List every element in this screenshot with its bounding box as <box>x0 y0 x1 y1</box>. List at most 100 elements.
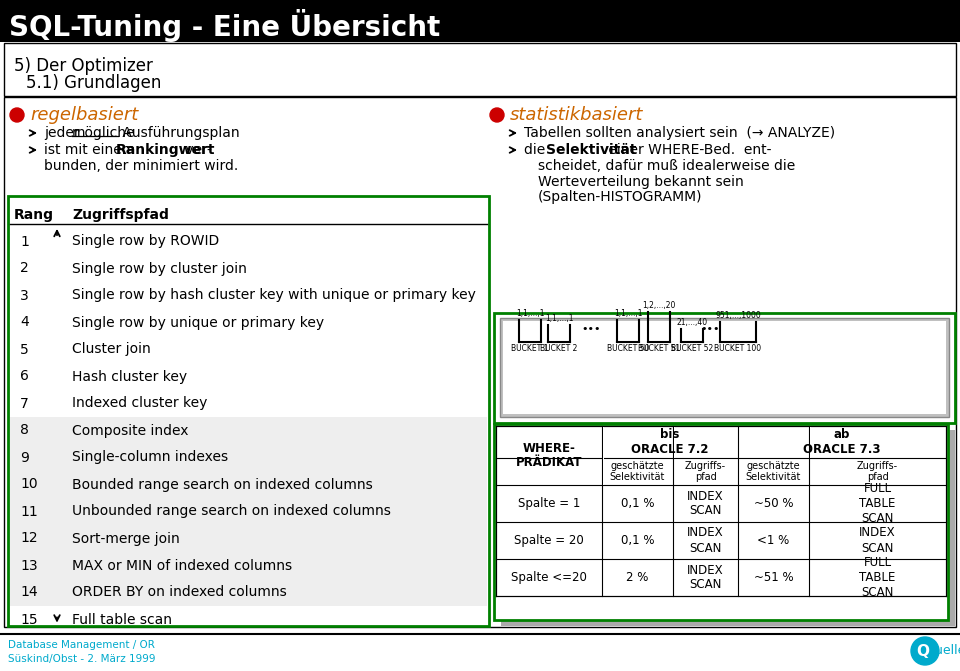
Text: 6: 6 <box>20 370 29 384</box>
Text: regelbasiert: regelbasiert <box>30 106 138 124</box>
Text: Rang: Rang <box>14 208 54 222</box>
Text: geschätzte
Selektivität: geschätzte Selektivität <box>746 461 802 482</box>
Text: 7: 7 <box>20 397 29 411</box>
Text: ORDER BY on indexed columns: ORDER BY on indexed columns <box>72 586 287 599</box>
Bar <box>809 427 810 458</box>
Text: Spalte = 1: Spalte = 1 <box>517 497 580 510</box>
Text: ~51 %: ~51 % <box>754 571 793 584</box>
Text: 12: 12 <box>20 531 37 546</box>
Text: 1,1,...,1: 1,1,...,1 <box>613 309 642 318</box>
Text: Werteverteilung bekannt sein: Werteverteilung bekannt sein <box>538 175 744 189</box>
Text: BUCKET 52: BUCKET 52 <box>671 344 713 353</box>
Text: geschätzte
Selektivität: geschätzte Selektivität <box>610 461 665 482</box>
Text: Full table scan: Full table scan <box>72 613 172 627</box>
Text: 8: 8 <box>20 423 29 437</box>
Text: 14: 14 <box>20 586 37 599</box>
Text: Single row by cluster join: Single row by cluster join <box>72 262 247 276</box>
Bar <box>494 313 955 423</box>
Text: Single row by hash cluster key with unique or primary key: Single row by hash cluster key with uniq… <box>72 289 476 303</box>
Text: 0,1 %: 0,1 % <box>621 534 655 547</box>
Bar <box>4 43 956 96</box>
Text: ver-: ver- <box>181 143 212 157</box>
Text: Ausführungsplan: Ausführungsplan <box>118 126 240 140</box>
Text: Zugriffspfad: Zugriffspfad <box>72 208 169 222</box>
Text: BUCKET 50: BUCKET 50 <box>607 344 649 353</box>
Text: Indexed cluster key: Indexed cluster key <box>72 397 207 411</box>
Bar <box>10 579 487 606</box>
Text: SQL-Tuning - Eine Übersicht: SQL-Tuning - Eine Übersicht <box>9 9 441 42</box>
Text: •••: ••• <box>700 324 720 334</box>
Text: FULL
TABLE
SCAN: FULL TABLE SCAN <box>859 556 896 599</box>
Text: 5) Der Optimizer: 5) Der Optimizer <box>14 57 153 75</box>
Bar <box>501 430 955 626</box>
Text: FULL
TABLE
SCAN: FULL TABLE SCAN <box>859 482 896 525</box>
Text: Tabellen sollten analysiert sein  (→ ANALYZE): Tabellen sollten analysiert sein (→ ANAL… <box>524 126 835 140</box>
Text: 2: 2 <box>20 262 29 276</box>
Text: 13: 13 <box>20 558 37 572</box>
Text: •••: ••• <box>581 324 601 334</box>
Text: uelle: uelle <box>935 645 960 658</box>
Text: 3: 3 <box>20 289 29 303</box>
Text: ab
ORACLE 7.3: ab ORACLE 7.3 <box>804 428 880 456</box>
Text: ~50 %: ~50 % <box>754 497 793 510</box>
Text: Q: Q <box>917 643 929 658</box>
Bar <box>10 552 487 579</box>
Text: Spalte <=20: Spalte <=20 <box>511 571 587 584</box>
Bar <box>10 525 487 552</box>
Text: WHERE-
PRÄDIKAT: WHERE- PRÄDIKAT <box>516 442 583 470</box>
Text: Unbounded range search on indexed columns: Unbounded range search on indexed column… <box>72 505 391 519</box>
Text: 21,...,40: 21,...,40 <box>677 318 708 327</box>
Text: bis
ORACLE 7.2: bis ORACLE 7.2 <box>632 428 708 456</box>
Text: Zugriffs-
pfad: Zugriffs- pfad <box>684 461 726 482</box>
Text: BUCKET 51: BUCKET 51 <box>637 344 680 353</box>
Text: Hash cluster key: Hash cluster key <box>72 370 187 384</box>
Text: jeder: jeder <box>44 126 84 140</box>
Text: 15: 15 <box>20 613 37 627</box>
Text: bunden, der minimiert wird.: bunden, der minimiert wird. <box>44 159 238 173</box>
Text: Cluster join: Cluster join <box>72 342 151 356</box>
Text: die: die <box>524 143 550 157</box>
Bar <box>503 321 946 414</box>
Bar <box>0 0 960 42</box>
Text: INDEX
SCAN: INDEX SCAN <box>687 490 724 517</box>
Text: INDEX
SCAN: INDEX SCAN <box>687 527 724 554</box>
Text: Rankingwert: Rankingwert <box>116 143 215 157</box>
Text: 1,2,...,20: 1,2,...,20 <box>642 301 676 310</box>
Circle shape <box>911 637 939 665</box>
Bar <box>8 196 489 626</box>
Text: Sort-merge join: Sort-merge join <box>72 531 180 546</box>
Text: 9: 9 <box>20 450 29 464</box>
Text: Süskind/Obst - 2. März 1999: Süskind/Obst - 2. März 1999 <box>8 654 156 664</box>
Text: Database Management / OR: Database Management / OR <box>8 640 155 650</box>
Circle shape <box>490 108 504 122</box>
Text: statistikbasiert: statistikbasiert <box>510 106 643 124</box>
Bar <box>10 417 487 444</box>
Text: 951,...,1000: 951,...,1000 <box>715 311 761 320</box>
Text: Spalte = 20: Spalte = 20 <box>515 534 584 547</box>
Text: ist mit einem: ist mit einem <box>44 143 139 157</box>
Text: Bounded range search on indexed columns: Bounded range search on indexed columns <box>72 478 372 491</box>
Text: Single-column indexes: Single-column indexes <box>72 450 228 464</box>
Text: Composite index: Composite index <box>72 423 188 437</box>
Bar <box>4 97 956 627</box>
Text: Selektivität: Selektivität <box>546 143 636 157</box>
Bar <box>674 427 675 458</box>
Text: 5.1) Grundlagen: 5.1) Grundlagen <box>26 74 161 92</box>
Text: 0,1 %: 0,1 % <box>621 497 655 510</box>
Text: 2 %: 2 % <box>626 571 649 584</box>
Circle shape <box>10 108 24 122</box>
Text: BUCKET 2: BUCKET 2 <box>540 344 578 353</box>
Text: mögliche: mögliche <box>72 126 135 140</box>
Text: 10: 10 <box>20 478 37 491</box>
Text: 4: 4 <box>20 315 29 329</box>
Text: Zugriffs-
pfad: Zugriffs- pfad <box>857 461 898 482</box>
Text: INDEX
SCAN: INDEX SCAN <box>687 564 724 592</box>
Text: Single row by unique or primary key: Single row by unique or primary key <box>72 315 324 329</box>
Text: 1,1,...,1: 1,1,...,1 <box>544 314 573 323</box>
Text: <1 %: <1 % <box>757 534 790 547</box>
Bar <box>603 427 604 484</box>
Text: MAX or MIN of indexed columns: MAX or MIN of indexed columns <box>72 558 292 572</box>
Text: (Spalten-HISTOGRAMM): (Spalten-HISTOGRAMM) <box>538 190 703 204</box>
Bar <box>10 498 487 525</box>
Text: 1,1,...,1: 1,1,...,1 <box>516 309 544 318</box>
